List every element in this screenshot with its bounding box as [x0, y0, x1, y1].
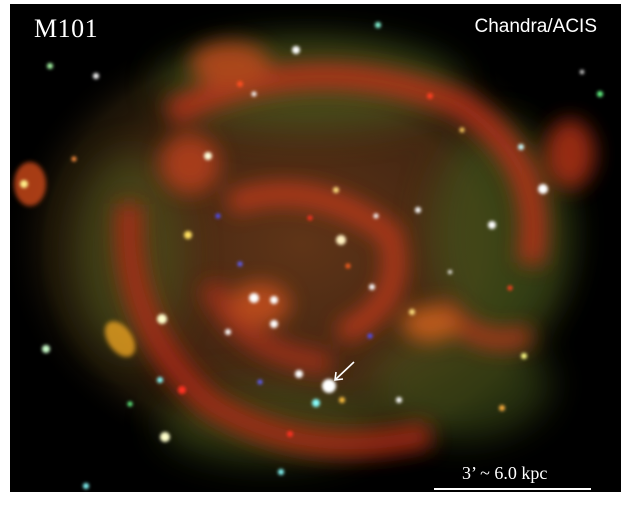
scalebar-line [434, 488, 591, 490]
instrument-label: Chandra/ACIS [474, 16, 597, 37]
xray-image: M101 Chandra/ACIS 3’ ~ 6.0 kpc [10, 4, 621, 492]
spiral-arm-emission [116, 42, 595, 457]
scalebar-label: 3’ ~ 6.0 kpc [462, 463, 548, 483]
object-label: M101 [34, 14, 99, 43]
point-sources [20, 22, 603, 489]
companion-sources [14, 162, 136, 357]
galaxy-image [10, 9, 603, 489]
arrow-marker [334, 361, 355, 381]
